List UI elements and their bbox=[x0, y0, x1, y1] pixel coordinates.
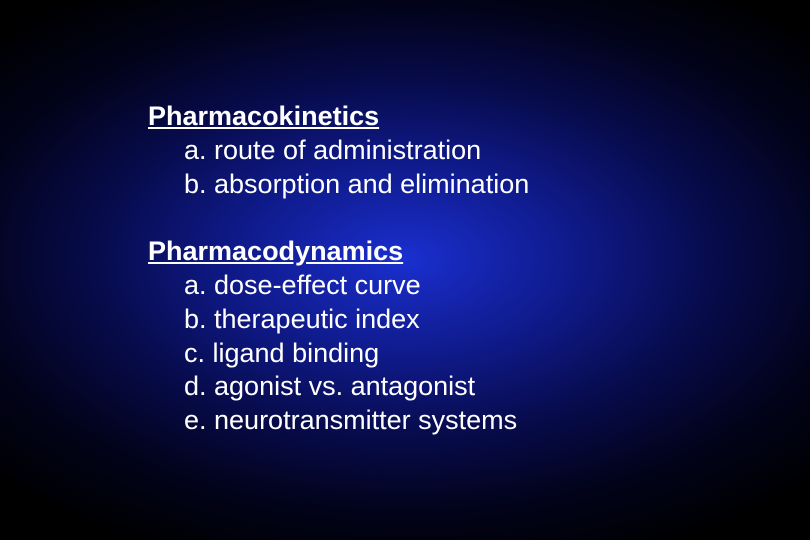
list-item: c. ligand binding bbox=[148, 337, 529, 371]
slide-content: Pharmacokinetics a. route of administrat… bbox=[148, 100, 529, 438]
section-heading: Pharmacodynamics bbox=[148, 235, 529, 269]
list-item: e. neurotransmitter systems bbox=[148, 404, 529, 438]
list-item: a. route of administration bbox=[148, 134, 529, 168]
list-item: b. absorption and elimination bbox=[148, 168, 529, 202]
slide: Pharmacokinetics a. route of administrat… bbox=[0, 0, 810, 540]
list-item: d. agonist vs. antagonist bbox=[148, 370, 529, 404]
section-gap bbox=[148, 201, 529, 235]
list-item: a. dose-effect curve bbox=[148, 269, 529, 303]
section-heading: Pharmacokinetics bbox=[148, 100, 529, 134]
list-item: b. therapeutic index bbox=[148, 303, 529, 337]
